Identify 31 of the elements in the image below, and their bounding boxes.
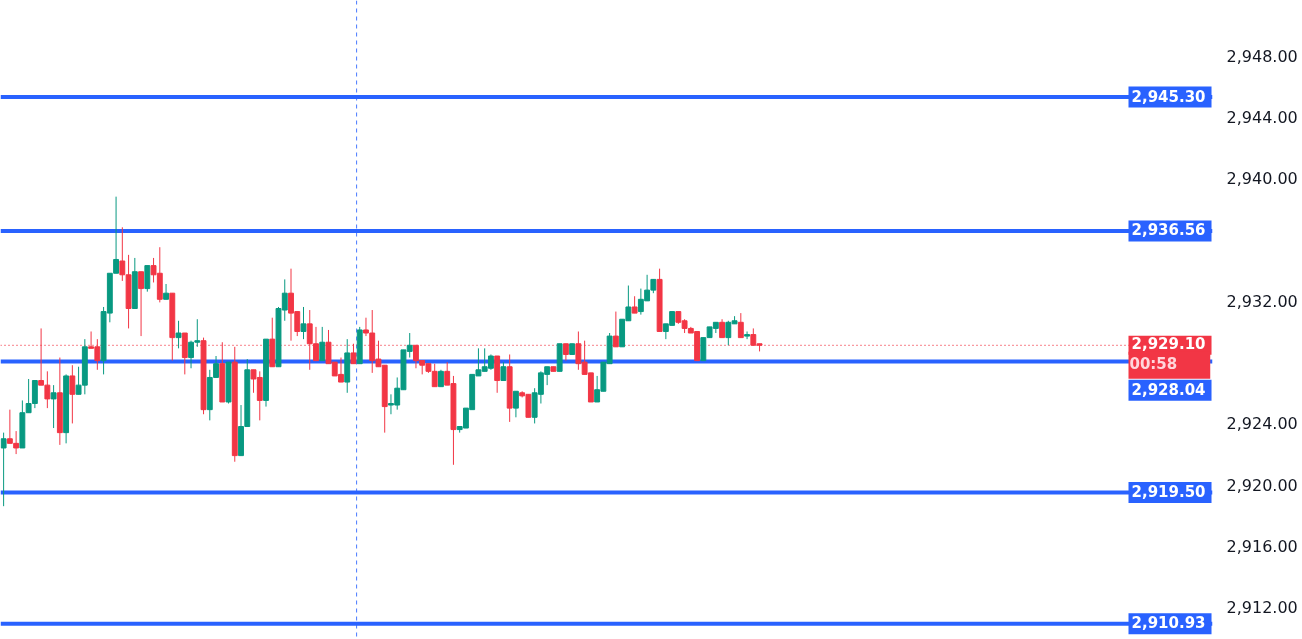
candlestick xyxy=(300,306,307,340)
ref-line-label: 2,919.50 xyxy=(1131,482,1206,501)
candlestick xyxy=(512,390,519,418)
ref-line-label: 2,936.56 xyxy=(1131,221,1206,240)
ref-line-label: 2,928.04 xyxy=(1131,380,1206,399)
ref-line-label: 2,945.30 xyxy=(1131,87,1206,106)
candlestick xyxy=(319,326,326,362)
y-tick-label: 2,912.00 xyxy=(1226,598,1298,618)
ref-line-label: 2,929.10 xyxy=(1131,334,1206,353)
y-tick-label: 2,924.00 xyxy=(1226,414,1298,434)
annotation: 00:58 xyxy=(1129,354,1178,373)
y-tick-label: 2,932.00 xyxy=(1226,291,1298,311)
candlestick xyxy=(50,384,57,429)
candlestick xyxy=(69,364,76,424)
candlestick xyxy=(0,432,7,507)
candlestick xyxy=(144,265,151,293)
candlestick xyxy=(500,361,507,382)
y-tick-label: 2,940.00 xyxy=(1226,169,1298,189)
candlestick xyxy=(737,312,744,339)
ref-line-label: 2,910.93 xyxy=(1131,614,1206,633)
candlestick xyxy=(612,311,619,348)
y-tick-label: 2,944.00 xyxy=(1226,107,1298,127)
candlestick xyxy=(175,320,182,349)
candlestick xyxy=(138,271,144,337)
candlestick xyxy=(163,283,169,300)
y-tick-label: 2,948.00 xyxy=(1226,46,1298,66)
candlestick xyxy=(719,318,726,339)
y-tick-label: 2,920.00 xyxy=(1226,475,1298,495)
candlestick xyxy=(744,330,750,340)
candlestick xyxy=(350,343,357,365)
y-tick-label: 2,916.00 xyxy=(1226,537,1298,557)
